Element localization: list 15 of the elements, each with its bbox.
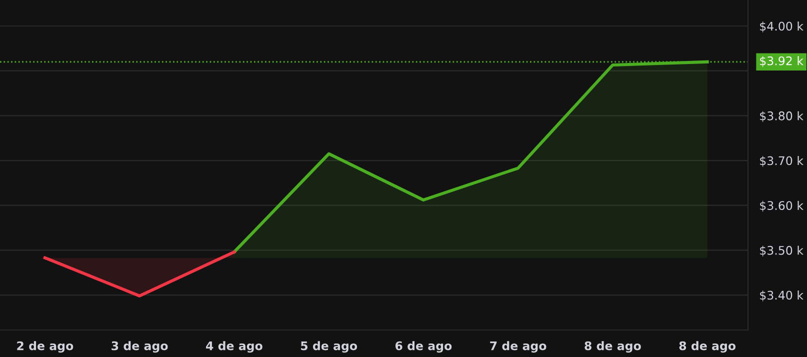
x-tick-label: 8 de ago: [584, 341, 641, 353]
x-tick-label: 5 de ago: [301, 341, 358, 353]
x-tick-label: 4 de ago: [206, 341, 262, 353]
x-tick-label: 7 de ago: [490, 341, 546, 353]
y-tick-label: $4.00 k: [760, 22, 804, 32]
y-tick-label: $3.50 k: [760, 246, 804, 256]
y-tick-label: $3.40 k: [760, 290, 804, 302]
y-tick-label: $3.80 k: [760, 111, 804, 122]
ref-line-label: $3.92 k: [760, 56, 804, 67]
y-tick-label: $3.60 k: [760, 200, 804, 212]
x-tick-label: 6 de ago: [395, 341, 452, 353]
x-tick-label: 3 de ago: [112, 341, 168, 353]
y-tick-label: $3.70 k: [760, 156, 804, 167]
x-tick-label: 8 de ago: [679, 341, 736, 353]
x-tick-label: 2 de ago: [17, 341, 74, 353]
